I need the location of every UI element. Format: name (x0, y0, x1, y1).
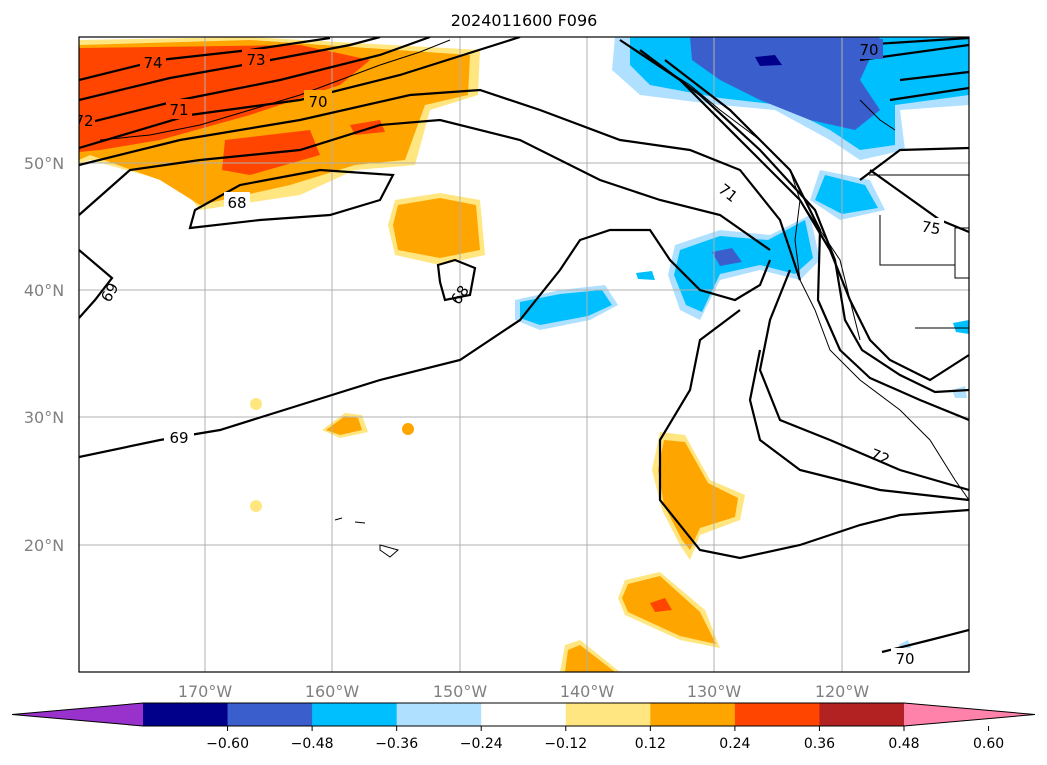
positive-anomaly-south-red (650, 598, 672, 612)
colorbar-segment (396, 703, 482, 726)
positive-anomaly-dot (250, 398, 262, 410)
colorbar: −0.60 −0.48 −0.36 −0.24 −0.12 0.12 0.24 0.36 0.4… (11, 702, 1036, 752)
contour-label: 71 (715, 180, 741, 206)
contour-label: 68 (227, 194, 246, 212)
lon-label: 140°W (560, 682, 615, 701)
negative-anomaly-dot (636, 271, 655, 280)
colorbar-segment (312, 703, 398, 726)
colorbar-segment (227, 703, 313, 726)
lon-label: 130°W (687, 682, 742, 701)
colorbar-segment (143, 703, 229, 726)
negative-anomaly-mid-blue (712, 248, 742, 266)
negative-anomaly-ne-dark (755, 55, 782, 66)
negative-anomaly-dot (952, 386, 967, 398)
negative-anomaly-mid-cyan (674, 220, 813, 312)
colorbar-tick-label: 0.60 (973, 736, 1004, 752)
lon-label: 150°W (433, 682, 488, 701)
lat-label: 50°N (24, 154, 64, 173)
colorbar-extend-high (904, 703, 1035, 726)
colorbar-outline (11, 702, 1036, 727)
latitude-labels: 20°N 30°N 40°N 50°N (24, 154, 64, 555)
colorbar-tick-label: −0.24 (460, 736, 503, 752)
negative-anomaly-coast-cyan (815, 175, 878, 214)
negative-anomaly-left-cyan (520, 290, 612, 325)
colorbar-segment (481, 703, 567, 726)
lon-label: 120°W (815, 682, 870, 701)
longitude-labels: 170°W 160°W 150°W 140°W 130°W 120°W (178, 682, 870, 701)
lat-label: 40°N (24, 281, 64, 300)
positive-anomaly-central-orange (393, 198, 480, 258)
contour-label: 69 (169, 429, 188, 447)
colorbar-tick-label: −0.48 (291, 736, 334, 752)
colorbar-segment (819, 703, 905, 726)
positive-anomaly-dot (402, 423, 414, 435)
contour-label: 74 (143, 54, 162, 72)
colorbar-tick-label: 0.48 (888, 736, 919, 752)
coastlines (99, 39, 969, 558)
colorbar-extend-low (12, 703, 143, 726)
positive-anomaly-small-orange (326, 416, 362, 435)
height-contours (79, 37, 969, 654)
contour-label: 70 (308, 93, 327, 111)
colorbar-tick-label: −0.60 (206, 736, 249, 752)
contour-label: 69 (97, 280, 122, 306)
lat-label: 20°N (24, 536, 64, 555)
negative-anomaly-dot (953, 320, 969, 334)
contour-label: 75 (920, 217, 942, 238)
lon-label: 170°W (178, 682, 233, 701)
colorbar-tick-label: 0.36 (804, 736, 835, 752)
colorbar-tick-label: −0.12 (544, 736, 587, 752)
positive-anomaly-dot (250, 500, 262, 512)
colorbar-segment (650, 703, 736, 726)
contour-label: 73 (246, 51, 265, 69)
lon-label: 160°W (305, 682, 360, 701)
map-frame (78, 36, 970, 673)
contour-label: 71 (169, 101, 188, 119)
colorbar-segment (565, 703, 651, 726)
anomaly-shading (79, 37, 969, 672)
contour-label: 70 (895, 650, 914, 668)
contour-label: 70 (859, 41, 878, 59)
colorbar-tick-label: −0.36 (375, 736, 418, 752)
contour-label: 68 (447, 282, 473, 308)
colorbar-tick-label: 0.12 (635, 736, 666, 752)
negative-anomaly-ne-blue (690, 37, 880, 130)
negative-anomaly-dot (898, 640, 912, 650)
contour-label: 72 (74, 112, 93, 130)
colorbar-tick-label: 0.24 (719, 736, 750, 752)
positive-anomaly-bottom-orange (565, 645, 615, 672)
map-title: 2024011600 F096 (451, 11, 598, 30)
contour-label: 72 (868, 445, 892, 469)
lat-label: 30°N (24, 408, 64, 427)
graticule (79, 37, 969, 672)
contour-labels: 74 73 72 71 70 68 68 69 69 71 75 72 70 7… (74, 39, 944, 668)
colorbar-segment (734, 703, 820, 726)
